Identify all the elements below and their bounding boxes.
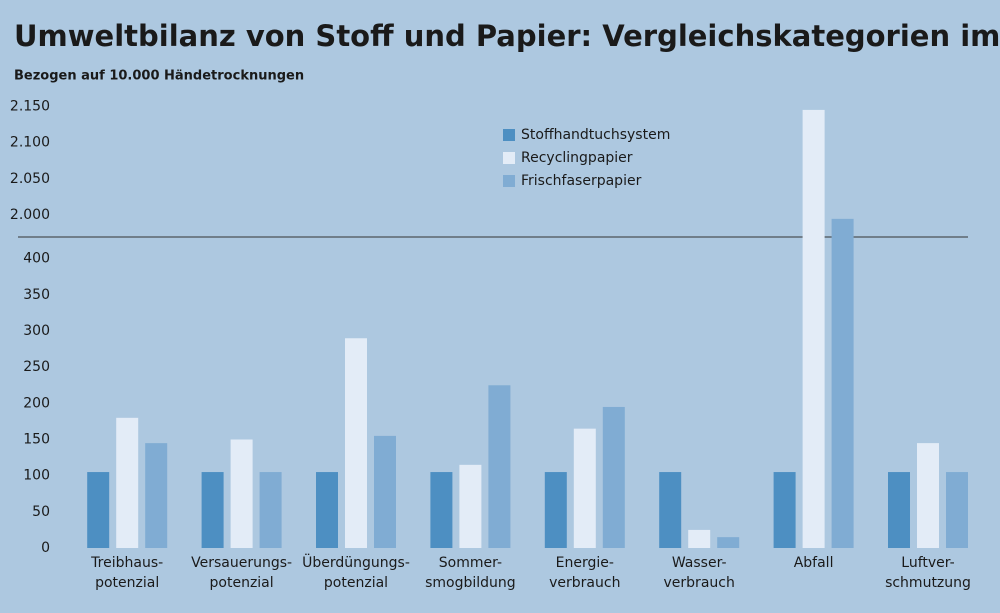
x-tick-label: Sommer- smogbildung bbox=[425, 555, 516, 591]
legend-swatch bbox=[503, 175, 515, 187]
y-tick-label: 400 bbox=[23, 251, 50, 267]
x-tick-label: Wasser- verbrauch bbox=[663, 555, 735, 591]
legend-swatch bbox=[503, 152, 515, 164]
bar bbox=[717, 537, 740, 548]
bar bbox=[602, 406, 625, 548]
y-tick-label: 50 bbox=[32, 504, 50, 520]
bar bbox=[459, 464, 482, 548]
y-tick-label: 2.150 bbox=[10, 98, 50, 114]
chart-subtitle: Bezogen auf 10.000 Händetrocknungen bbox=[14, 69, 304, 84]
bar bbox=[116, 417, 139, 548]
x-tick-label: Versauerungs- potenzial bbox=[191, 555, 293, 591]
bar bbox=[488, 385, 511, 548]
x-tick-label: Überdüngungs- potenzial bbox=[302, 555, 410, 591]
y-tick-label: 0 bbox=[41, 540, 50, 556]
chart-title: Umweltbilanz von Stoff und Papier: Vergl… bbox=[14, 19, 1000, 53]
legend-label: Frischfaserpapier bbox=[521, 173, 642, 189]
bar bbox=[544, 472, 567, 548]
bar bbox=[230, 439, 253, 548]
y-tick-label: 100 bbox=[23, 468, 50, 484]
bar bbox=[831, 218, 854, 548]
y-tick-label: 2.000 bbox=[10, 207, 50, 223]
y-tick-label: 300 bbox=[23, 323, 50, 339]
bar bbox=[430, 472, 453, 548]
x-tick-label: Energie- verbrauch bbox=[549, 555, 621, 591]
legend-swatch bbox=[503, 129, 515, 141]
y-tick-label: 150 bbox=[23, 432, 50, 448]
bar bbox=[688, 529, 711, 548]
bar bbox=[773, 472, 796, 548]
x-tick-label: Abfall bbox=[793, 555, 834, 571]
bar bbox=[87, 472, 110, 548]
legend-label: Stoffhandtuchsystem bbox=[521, 127, 670, 143]
bar bbox=[888, 472, 910, 548]
bar bbox=[802, 109, 825, 548]
bar bbox=[659, 472, 682, 548]
bar bbox=[145, 443, 168, 548]
legend-label: Recyclingpapier bbox=[521, 150, 633, 166]
bar bbox=[316, 472, 338, 548]
x-tick-label: Treibhaus- potenzial bbox=[91, 555, 164, 591]
y-tick-label: 2.050 bbox=[10, 171, 50, 187]
bar bbox=[374, 435, 396, 548]
bar bbox=[946, 472, 968, 548]
x-tick-label: Luftver- schmutzung bbox=[885, 555, 971, 591]
y-tick-label: 200 bbox=[23, 395, 50, 411]
bar bbox=[573, 428, 596, 548]
bar bbox=[259, 472, 282, 548]
y-tick-label: 2.100 bbox=[10, 135, 50, 151]
y-tick-label: 350 bbox=[23, 287, 50, 303]
y-tick-label: 250 bbox=[23, 359, 50, 375]
bar bbox=[201, 472, 224, 548]
bar bbox=[917, 443, 939, 548]
bar bbox=[345, 338, 367, 548]
